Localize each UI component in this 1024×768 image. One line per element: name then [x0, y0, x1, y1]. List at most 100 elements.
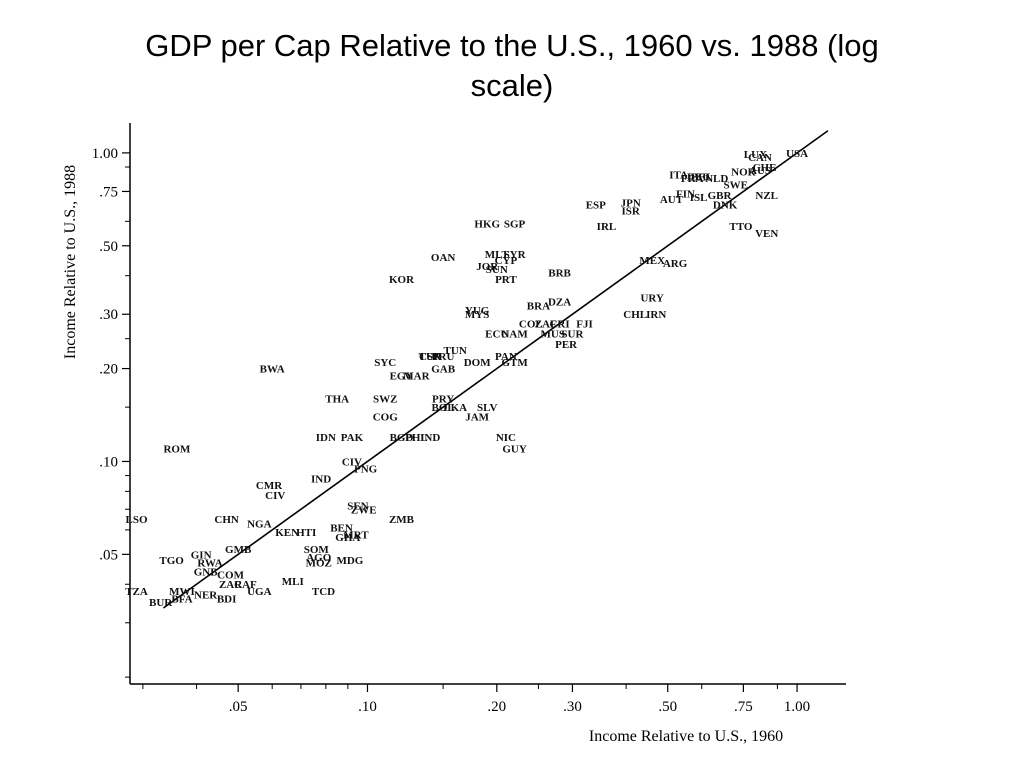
point-sen: SEN	[347, 500, 368, 512]
point-cri: CRI	[549, 318, 569, 330]
point-guy: GUY	[502, 444, 527, 456]
point-syr: SYR	[504, 249, 527, 261]
y-tick-label: .05	[99, 547, 118, 563]
reference-line-45deg	[162, 130, 829, 609]
point-chn: CHN	[214, 514, 239, 526]
point-oan: OAN	[431, 252, 456, 264]
point-tto: TTO	[729, 221, 752, 233]
point-zaf: ZAF	[535, 318, 557, 330]
point-gmb: GMB	[225, 544, 252, 556]
point-zar: ZAR	[219, 579, 243, 591]
chart-title: GDP per Cap Relative to the U.S., 1960 v…	[145, 28, 879, 103]
point-cog: COG	[373, 411, 399, 423]
point-fin: FIN	[676, 188, 695, 200]
point-pan: PAN	[495, 351, 517, 363]
point-tur: TUR	[419, 351, 443, 363]
point-deu: DEU	[687, 171, 710, 183]
point-irl: IRL	[597, 221, 617, 233]
point-bol: BOL	[432, 402, 455, 414]
point-lso: LSO	[126, 514, 148, 526]
point-swz: SWZ	[373, 393, 397, 405]
point-col: COL	[519, 318, 543, 330]
point-gha: GHA	[335, 532, 360, 544]
point-bwa: BWA	[260, 364, 285, 376]
point-nld: NLD	[705, 173, 728, 185]
point-fji: FJI	[576, 318, 593, 330]
point-usa: USA	[786, 148, 808, 160]
point-nam: NAM	[501, 328, 528, 340]
point-tcd: TCD	[312, 586, 335, 598]
point-sur: SUR	[561, 328, 584, 340]
point-ind: IND	[420, 432, 440, 444]
x-tick-label: .05	[229, 699, 248, 715]
point-tza: TZA	[125, 586, 148, 598]
point-ner: NER	[194, 590, 218, 602]
point-aus: AUS	[749, 165, 771, 177]
point-slv: SLV	[477, 402, 497, 414]
point-gnb: GNB	[194, 566, 219, 578]
point-hti: HTI	[296, 527, 316, 539]
point-jam: JAM	[465, 411, 489, 423]
point-lka: LKA	[443, 402, 467, 414]
y-tick-label: .75	[99, 184, 118, 200]
point-nic: NIC	[496, 432, 516, 444]
point-esp: ESP	[586, 200, 606, 212]
point-hkg: HKG	[474, 219, 500, 231]
point-ita: ITA	[669, 170, 688, 182]
point-som: SOM	[304, 544, 330, 556]
point-csk: CSK	[419, 351, 442, 363]
point-fra: FRA	[681, 173, 704, 185]
point-mdg: MDG	[336, 555, 363, 567]
point-tha: THA	[325, 393, 349, 405]
point-prt: PRT	[495, 274, 517, 286]
reference-line-layer	[162, 130, 829, 609]
y-tick-label: 1.00	[92, 146, 118, 162]
point-moz: MOZ	[306, 558, 332, 570]
y-tick-label: .30	[99, 307, 118, 323]
point-nzl: NZL	[755, 190, 778, 202]
point-bel: BEL	[691, 171, 713, 183]
x-tick-label: .75	[734, 699, 753, 715]
point-egy: EGY	[390, 370, 414, 382]
point-jor: JOR	[476, 261, 499, 273]
point-mex: MEX	[639, 255, 665, 267]
point-che: CHE	[753, 162, 777, 174]
y-axis-label: Income Relative to U.S., 1988	[62, 165, 79, 359]
point-phl: PHL	[405, 432, 428, 444]
point-cyp: CYP	[495, 255, 518, 267]
point-irn: IRN	[646, 309, 666, 321]
point-gab: GAB	[431, 364, 456, 376]
x-tick-label: .20	[487, 699, 506, 715]
point-mwi: MWI	[169, 586, 195, 598]
point-sgp: SGP	[504, 219, 526, 231]
point-chl: CHL	[623, 309, 647, 321]
point-zmb: ZMB	[389, 514, 415, 526]
point-pru: PRU	[432, 351, 455, 363]
x-axis-label: Income Relative to U.S., 1960	[589, 728, 783, 745]
x-tick-label: .10	[358, 699, 377, 715]
point-ecu: ECU	[485, 328, 508, 340]
y-tick-label: .10	[99, 454, 118, 470]
point-idn: IDN	[316, 432, 336, 444]
point-yug: YUG	[465, 305, 490, 317]
x-tick-label: 1.00	[784, 699, 810, 715]
point-bdi: BDI	[217, 593, 237, 605]
point-mli: MLI	[282, 576, 304, 588]
x-tick-label: .30	[563, 699, 582, 715]
point-swe: SWE	[724, 179, 748, 191]
point-ago: AGO	[306, 552, 332, 564]
point-nor: NOR	[731, 167, 757, 179]
point-syc: SYC	[374, 357, 396, 369]
point-mlt: MLT	[485, 249, 510, 261]
point-zwe: ZWE	[351, 504, 377, 516]
point-mys: MYS	[465, 309, 489, 321]
point-mar: MAR	[403, 370, 430, 382]
point-uga: UGA	[247, 586, 272, 598]
point-rom: ROM	[163, 444, 191, 456]
point-jpn: JPN	[621, 198, 641, 210]
point-bur: BUR	[149, 597, 173, 609]
point-ind: IND	[311, 474, 331, 486]
point-sun: SUN	[486, 264, 508, 276]
point-civ: CIV	[265, 490, 285, 502]
